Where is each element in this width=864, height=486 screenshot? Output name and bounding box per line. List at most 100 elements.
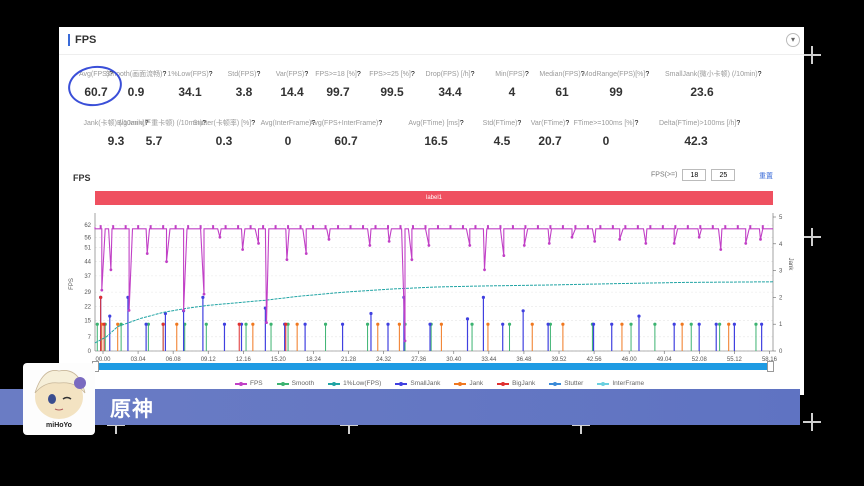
metric-label: Avg(InterFrame) <box>260 120 312 127</box>
chart-zoom-scrollbar[interactable] <box>95 363 773 370</box>
metric-label: Jank(卡顿) (/10min) <box>83 120 145 127</box>
legend-item[interactable]: BigJank <box>497 380 535 387</box>
series-smooth-point <box>754 322 758 326</box>
series-fps-marker <box>761 225 764 230</box>
help-icon[interactable]: ? <box>565 120 570 127</box>
legend-item[interactable]: InterFrame <box>597 380 644 387</box>
legend-item[interactable]: FPS <box>235 380 263 387</box>
x-tick-label: 18.24 <box>306 357 322 363</box>
legend-label: Jank <box>469 380 484 387</box>
reset-button[interactable]: 重置 <box>759 173 773 180</box>
metric-label: ModRange(FPS)[%] <box>582 71 646 78</box>
legend-swatch <box>549 381 562 386</box>
fps-threshold-input-1[interactable] <box>682 169 707 181</box>
legend-item[interactable]: Smooth <box>276 380 315 387</box>
legend-item[interactable]: Jank <box>454 380 483 387</box>
help-icon[interactable]: ? <box>144 120 149 127</box>
x-tick-label: 27.36 <box>411 357 427 363</box>
metric-label: Std(FTime) <box>482 120 518 127</box>
logo-text: miHoYo <box>46 422 72 429</box>
metric-metrics_row2-9: Delta(FTime)>100ms [/h]? 42.3 <box>659 119 740 148</box>
help-icon[interactable]: ? <box>580 71 585 78</box>
series-fps-point <box>265 321 268 324</box>
series-bigjank-point <box>102 322 106 326</box>
help-icon[interactable]: ? <box>251 120 256 127</box>
series-fps-marker <box>724 225 727 230</box>
metric-value: 3.8 <box>235 85 253 99</box>
series-fps-point <box>218 235 222 239</box>
help-icon[interactable]: ? <box>202 120 207 127</box>
metric-label-row: Jank(卡顿) (/10min)? <box>79 119 153 128</box>
label-bar[interactable]: label1 <box>95 191 773 205</box>
series-bigjank-point <box>284 322 288 326</box>
series-fps-point <box>285 258 289 262</box>
legend-swatch <box>395 381 408 386</box>
series-smalljank-point <box>428 322 432 326</box>
legend-swatch <box>328 381 341 386</box>
chart-legend: FPS Smooth 1%Low(FPS) SmallJank Jank BigJank S… <box>235 380 644 387</box>
series-smooth-point <box>548 322 553 326</box>
help-icon[interactable]: ? <box>757 71 762 78</box>
metric-value: 61 <box>555 85 569 99</box>
metric-label: FTime>=100ms [%] <box>573 120 635 127</box>
legend-item[interactable]: 1%Low(FPS) <box>328 380 381 387</box>
series-fps-point <box>145 252 149 255</box>
x-tick-label: 09.12 <box>201 357 217 363</box>
series-fps-marker <box>187 225 190 230</box>
legend-label: Smooth <box>291 380 315 387</box>
series-fps-point <box>403 339 407 343</box>
help-icon[interactable]: ? <box>634 120 639 127</box>
help-icon[interactable]: ? <box>208 71 213 78</box>
series-fps-marker <box>312 225 315 230</box>
series-fps-marker <box>561 225 564 230</box>
metric-value: 99.5 <box>380 85 404 99</box>
help-icon[interactable]: ? <box>356 71 361 78</box>
metric-label-row: Delta(FTime)>100ms [/h]? <box>659 119 740 128</box>
series-smalljank-point <box>340 322 345 326</box>
scrollbar-handle-right[interactable] <box>767 361 774 372</box>
help-icon[interactable]: ? <box>304 71 309 78</box>
metric-label-row: Avg(InterFrame)? <box>251 119 325 128</box>
metric-label: SmallJank(微小卡顿) (/10min) <box>665 71 758 78</box>
metric-label-row: Drop(FPS) [/h]? <box>413 70 487 79</box>
help-icon[interactable]: ? <box>162 71 167 78</box>
series-fps-marker <box>624 225 627 230</box>
chevron-down-icon[interactable]: ▾ <box>786 33 800 47</box>
series-fps-marker <box>324 225 327 230</box>
help-icon[interactable]: ? <box>410 71 415 78</box>
help-icon[interactable]: ? <box>109 71 114 78</box>
help-icon[interactable]: ? <box>517 120 522 127</box>
help-icon[interactable]: ? <box>378 120 383 127</box>
series-fps-marker <box>474 225 477 230</box>
series-smooth-point <box>507 322 512 326</box>
help-icon[interactable]: ? <box>470 71 475 78</box>
legend-item[interactable]: SmallJank <box>395 380 440 387</box>
help-icon[interactable]: ? <box>645 71 650 78</box>
x-tick-label: 00.00 <box>95 357 111 363</box>
legend-item[interactable]: Stutter <box>549 380 583 387</box>
series-jank-point <box>486 322 490 326</box>
help-icon[interactable]: ? <box>311 120 316 127</box>
help-icon[interactable]: ? <box>524 71 529 78</box>
series-smalljank-point <box>760 322 764 326</box>
plus-mark-icon <box>340 416 358 434</box>
fps-threshold-input-2[interactable] <box>711 169 736 181</box>
metric-value: 4 <box>508 85 516 99</box>
series-fps-marker <box>549 225 552 230</box>
metric-label: Var(FPS) <box>275 71 305 78</box>
help-icon[interactable]: ? <box>459 120 464 127</box>
help-icon[interactable]: ? <box>256 71 261 78</box>
metric-label-row: Median(FPS)? <box>525 70 599 79</box>
series-fps-marker <box>424 225 427 230</box>
help-icon[interactable]: ? <box>736 120 741 127</box>
caption-bar <box>0 389 800 425</box>
series-smooth-point <box>204 322 208 326</box>
series-jank-point <box>376 322 380 326</box>
series-bigjank-point <box>161 322 165 326</box>
metric-metrics_row2-8: FTime>=100ms [%]? 0 <box>569 119 643 148</box>
x-tick-label: 58.16 <box>762 357 778 363</box>
series-fps-marker <box>411 225 414 230</box>
series-fps-point <box>241 248 245 251</box>
metric-value: 99 <box>609 85 623 99</box>
metric-value: 0 <box>284 134 292 148</box>
